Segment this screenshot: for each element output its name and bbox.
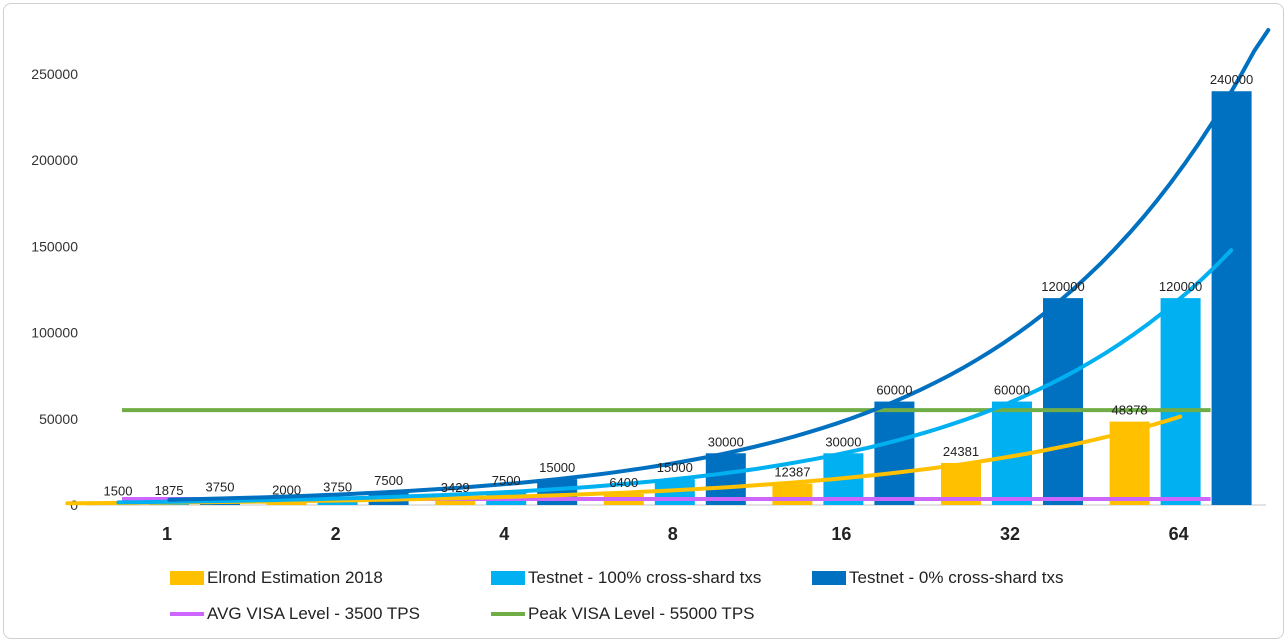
data-label-1-8: 15000 <box>657 460 693 475</box>
bar-2-16 <box>874 401 915 505</box>
bar-2-64 <box>1211 91 1252 506</box>
data-label-0-64: 48378 <box>1112 403 1148 418</box>
chart-frame: 0 50000 100000 150000 200000 250000 1 2 4 8 16 32 64… <box>3 3 1284 639</box>
legend-swatch-testnet-0 <box>812 571 846 585</box>
data-label-1-16: 30000 <box>825 434 861 449</box>
category-label-4: 4 <box>499 524 509 544</box>
legend-item-avg-visa: AVG VISA Level - 3500 TPS <box>170 604 420 624</box>
category-label-16: 16 <box>831 524 851 544</box>
data-label-2-64: 240000 <box>1210 72 1253 87</box>
legend-item-testnet-0: Testnet - 0% cross-shard txs <box>812 568 1063 588</box>
legend-swatch-peak-visa <box>491 612 525 616</box>
data-label-0-32: 24381 <box>943 444 979 459</box>
category-label-8: 8 <box>668 524 678 544</box>
data-label-2-2: 7500 <box>374 473 403 488</box>
data-label-2-1: 3750 <box>206 480 235 495</box>
data-label-0-16: 12387 <box>774 465 810 480</box>
data-label-1-32: 60000 <box>994 383 1030 398</box>
data-label-1-64: 120000 <box>1159 279 1202 294</box>
bar-2-8 <box>705 453 746 505</box>
legend-swatch-elrond <box>170 571 204 585</box>
category-label-2: 2 <box>331 524 341 544</box>
bar-0-4 <box>435 499 476 505</box>
legend-item-elrond: Elrond Estimation 2018 <box>170 568 383 588</box>
data-label-1-4: 7500 <box>492 473 521 488</box>
legend-swatch-testnet-100 <box>491 571 525 585</box>
bar-0-16 <box>772 483 813 505</box>
data-label-2-4: 15000 <box>539 460 575 475</box>
data-label-1-2: 3750 <box>323 480 352 495</box>
data-label-2-16: 60000 <box>876 383 912 398</box>
legend-label-avg-visa: AVG VISA Level - 3500 TPS <box>207 604 420 623</box>
category-label-32: 32 <box>1000 524 1020 544</box>
y-tick-label-1: 50000 <box>39 411 78 427</box>
y-tick-label-4: 200000 <box>31 152 78 168</box>
legend-item-peak-visa: Peak VISA Level - 55000 TPS <box>491 604 755 624</box>
legend-label-testnet-100: Testnet - 100% cross-shard txs <box>528 568 762 587</box>
bar-1-64 <box>1160 298 1201 505</box>
category-label-1: 1 <box>162 524 172 544</box>
legend-swatch-avg-visa <box>170 612 204 616</box>
legend-item-testnet-100: Testnet - 100% cross-shard txs <box>491 568 761 588</box>
data-label-1-1: 1875 <box>155 483 184 498</box>
trendline-2 <box>167 28 1271 502</box>
legend-label-elrond: Elrond Estimation 2018 <box>207 568 383 587</box>
trendline-1 <box>116 248 1234 505</box>
bar-0-2 <box>266 501 307 505</box>
y-tick-label-5: 250000 <box>31 66 78 82</box>
data-label-0-2: 2000 <box>272 483 301 498</box>
data-label-2-8: 30000 <box>708 434 744 449</box>
legend-label-peak-visa: Peak VISA Level - 55000 TPS <box>528 604 755 623</box>
data-label-0-4: 3429 <box>441 480 470 495</box>
legend-label-testnet-0: Testnet - 0% cross-shard txs <box>849 568 1064 587</box>
data-label-0-8: 6400 <box>609 475 638 490</box>
data-label-0-1: 1500 <box>104 483 133 498</box>
category-label-64: 64 <box>1169 524 1189 544</box>
bar-2-4 <box>537 479 578 505</box>
data-label-2-32: 120000 <box>1041 279 1084 294</box>
y-tick-label-3: 150000 <box>31 238 78 254</box>
y-tick-label-2: 100000 <box>31 325 78 341</box>
bar-2-32 <box>1043 298 1083 505</box>
